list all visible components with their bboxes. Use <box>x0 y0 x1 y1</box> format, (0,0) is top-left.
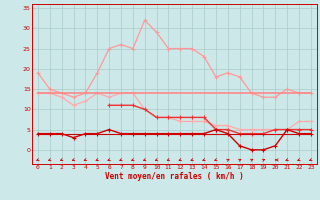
X-axis label: Vent moyen/en rafales ( km/h ): Vent moyen/en rafales ( km/h ) <box>105 172 244 181</box>
